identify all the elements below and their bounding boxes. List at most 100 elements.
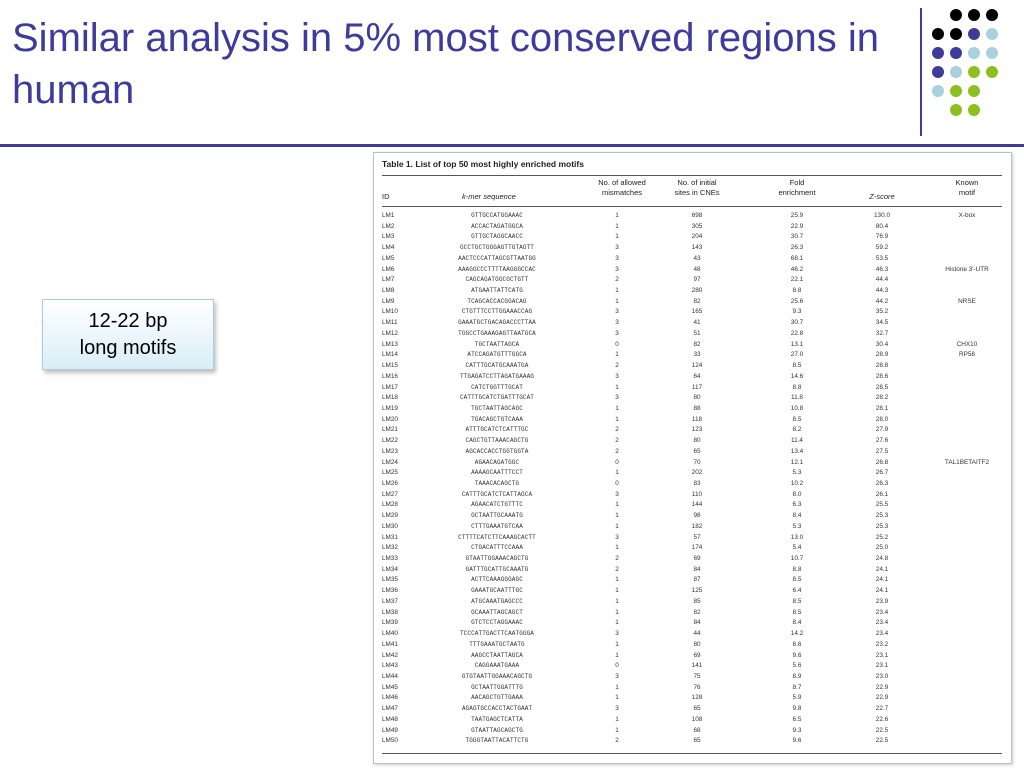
cell-id: LM7 [382, 276, 395, 284]
cell-z-score: 59.2 [875, 244, 889, 252]
cell-mismatches: 1 [615, 222, 619, 230]
cell-id: LM30 [382, 522, 398, 530]
cell-fold-enrichment: 8.8 [792, 383, 802, 391]
cell-sites: 123 [691, 426, 703, 434]
cell-fold-enrichment: 10.8 [790, 404, 804, 412]
table-row: LM36 GAAATGCAATTTGC 1 125 6.4 24.1 [382, 586, 1002, 597]
cell-id: LM48 [382, 715, 398, 723]
table-row: LM46 AACAGCTGTTGAAA 1 128 5.9 22.9 [382, 693, 1002, 704]
cell-id: LM6 [382, 265, 395, 273]
cell-fold-enrichment: 6.4 [792, 587, 802, 595]
cell-id: LM16 [382, 372, 398, 380]
table-row: LM12 TGGCCTGAAAGAGTTAATGCA 3 51 22.8 32.7 [382, 329, 1002, 340]
cell-z-score: 25.3 [875, 512, 889, 520]
cell-sites: 43 [693, 254, 701, 262]
cell-kmer-sequence: CTTTGAAATGTCAA [471, 522, 523, 530]
cell-sites: 80 [693, 640, 701, 648]
title-horizontal-rule [0, 144, 1024, 147]
cell-fold-enrichment: 6.5 [792, 715, 802, 723]
cell-id: LM18 [382, 394, 398, 402]
cell-z-score: 22.5 [875, 726, 889, 734]
cell-kmer-sequence: CATTTGCATGCAAATGA [465, 362, 529, 370]
cell-kmer-sequence: TTTGAAATGCTAATG [469, 640, 525, 648]
table-row: LM45 GCTAATTGGATTTG 1 76 8.7 22.9 [382, 683, 1002, 694]
cell-fold-enrichment: 68.1 [790, 254, 804, 262]
cell-known-motif: TAL1BETAITF2 [944, 458, 990, 466]
table-row: LM22 CAGCTGTTAAACAGCTG 2 80 11.4 27.6 [382, 436, 1002, 447]
table-row: LM6 AAAGGCCCTTTTAAGGGCCAC 3 48 46.2 46.3 Histo… [382, 265, 1002, 276]
cell-kmer-sequence: CAGGAAATGAAA [474, 662, 520, 670]
cell-sites: 82 [693, 297, 701, 305]
cell-z-score: 22.9 [875, 683, 889, 691]
cell-sites: 280 [691, 287, 703, 295]
cell-z-score: 23.4 [875, 608, 889, 616]
cell-mismatches: 3 [615, 308, 619, 316]
table-row: LM2 ACCACTAGATGGCA 1 305 22.9 80.4 [382, 222, 1002, 233]
cell-kmer-sequence: AAAGGCCCTTTTAAGGGCCAC [458, 265, 536, 273]
cell-z-score: 25.0 [875, 544, 889, 552]
header-id: ID [382, 192, 390, 201]
cell-fold-enrichment: 30.7 [790, 319, 804, 327]
cell-sites: 68 [693, 726, 701, 734]
cell-sites: 174 [691, 544, 703, 552]
cell-sites: 125 [691, 587, 703, 595]
cell-id: LM17 [382, 383, 398, 391]
cell-z-score: 28.9 [875, 351, 889, 359]
cell-z-score: 25.2 [875, 533, 889, 541]
cell-id: LM3 [382, 233, 395, 241]
cell-id: LM21 [382, 426, 398, 434]
cell-mismatches: 3 [615, 672, 619, 680]
header-known-motif-2: motif [958, 188, 976, 197]
decor-dot [950, 28, 962, 40]
cell-kmer-sequence: GTTGCTAGGCAACC [471, 233, 523, 241]
cell-kmer-sequence: CTGACATTTCCAAA [471, 544, 523, 552]
cell-mismatches: 1 [615, 640, 619, 648]
cell-mismatches: 1 [615, 501, 619, 509]
cell-sites: 97 [693, 276, 701, 284]
header-fold-2: enrichment [778, 188, 816, 197]
cell-kmer-sequence: AACAGCTGTTGAAA [471, 694, 523, 702]
cell-kmer-sequence: ATCCAGATGTTTGGCA [467, 351, 527, 359]
cell-known-motif: NRSE [958, 297, 976, 305]
cell-sites: 48 [693, 265, 701, 273]
table-row: LM26 TAAACACAGCTG 0 83 10.2 26.3 [382, 479, 1002, 490]
cell-kmer-sequence: TGACAGCTGTCAAA [471, 415, 523, 423]
cell-mismatches: 3 [615, 329, 619, 337]
cell-sites: 69 [693, 651, 701, 659]
cell-sites: 88 [693, 404, 701, 412]
cell-fold-enrichment: 8.7 [792, 683, 802, 691]
header-fold-1: Fold [789, 178, 805, 187]
cell-fold-enrichment: 8.5 [792, 415, 802, 423]
table-row: LM39 GTCTCCTAGGAAAC 1 84 8.4 23.4 [382, 618, 1002, 629]
cell-id: LM35 [382, 576, 398, 584]
table-row: LM49 GTAATTAGCAGCTG 1 68 9.3 22.5 [382, 726, 1002, 737]
cell-id: LM46 [382, 694, 398, 702]
decor-dot [950, 85, 962, 97]
cell-mismatches: 1 [615, 233, 619, 241]
title-vertical-rule [920, 8, 922, 136]
cell-mismatches: 2 [615, 426, 619, 434]
table-row: LM28 AGAACATCTGTTTC 1 144 6.3 25.5 [382, 500, 1002, 511]
cell-mismatches: 1 [615, 683, 619, 691]
cell-kmer-sequence: GTAATTAGCAGCTG [471, 726, 523, 734]
cell-known-motif: CHX10 [956, 340, 978, 348]
cell-z-score: 24.1 [875, 576, 889, 584]
cell-z-score: 25.3 [875, 522, 889, 530]
decor-dot [986, 66, 998, 78]
table-row: LM48 TAATGAGCTCATTA 1 108 6.5 22.6 [382, 715, 1002, 726]
cell-sites: 84 [693, 619, 701, 627]
decor-dot [968, 104, 980, 116]
cell-mismatches: 2 [615, 362, 619, 370]
table-row: LM23 AGCACCACCTGGTGGTA 2 65 13.4 27.5 [382, 447, 1002, 458]
table-row: LM31 CTTTTCATCTTCAAAGCACTT 3 57 13.0 25.2 [382, 533, 1002, 544]
cell-kmer-sequence: AGAACATCTGTTTC [471, 501, 523, 509]
cell-mismatches: 2 [615, 437, 619, 445]
cell-id: LM45 [382, 683, 398, 691]
decor-dot [968, 85, 980, 97]
cell-mismatches: 0 [615, 340, 619, 348]
cell-mismatches: 1 [615, 404, 619, 412]
cell-sites: 69 [693, 555, 701, 563]
cell-id: LM31 [382, 533, 398, 541]
cell-fold-enrichment: 8.5 [792, 576, 802, 584]
cell-z-score: 28.6 [875, 372, 889, 380]
